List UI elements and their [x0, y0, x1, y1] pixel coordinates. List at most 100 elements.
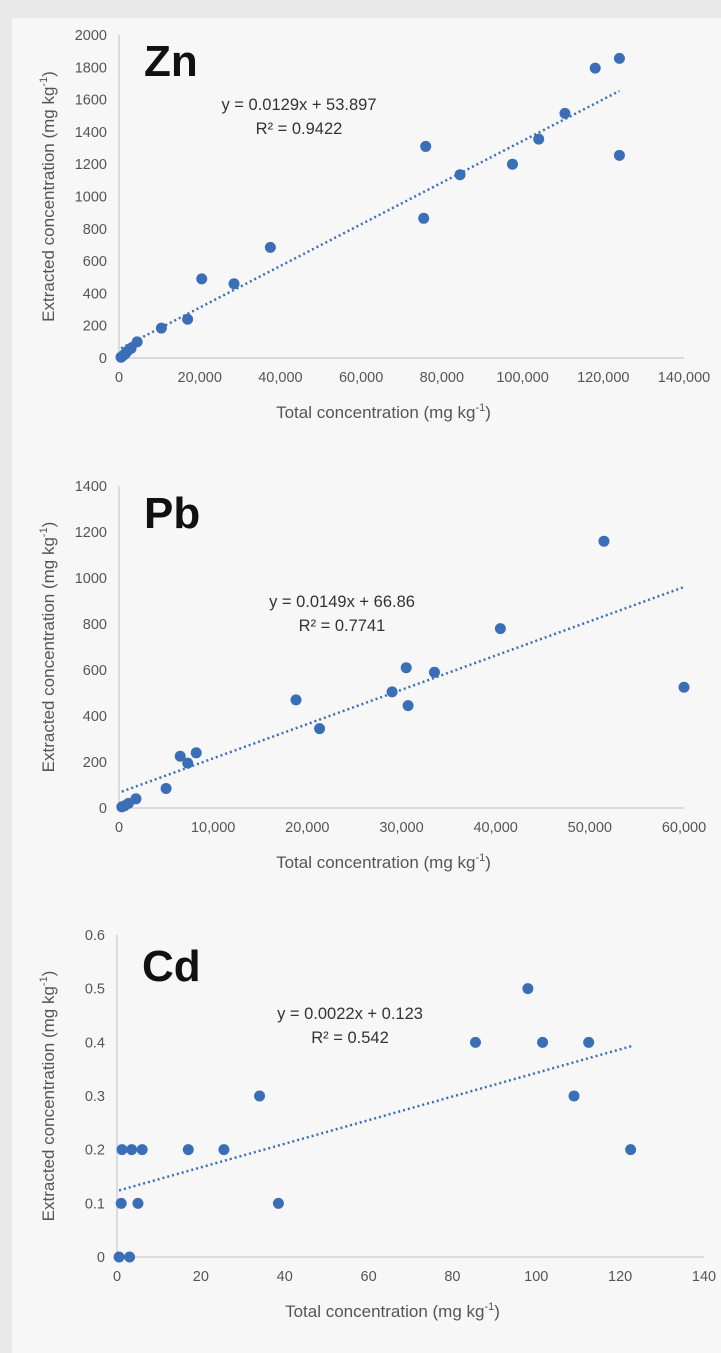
- trend-equation: y = 0.0022x + 0.123: [277, 1005, 423, 1023]
- x-tick-label: 120,000: [577, 370, 629, 386]
- data-point: [533, 133, 545, 145]
- x-tick-label: 10,000: [191, 820, 235, 836]
- data-point: [190, 747, 202, 759]
- y-tick-label: 600: [83, 663, 107, 679]
- data-point: [402, 700, 414, 712]
- data-point: [386, 686, 398, 698]
- y-tick-label: 0: [99, 801, 107, 817]
- x-tick-label: 120: [608, 1269, 632, 1285]
- data-point: [400, 662, 412, 674]
- y-tick-label: 1400: [75, 479, 107, 495]
- x-tick-label: 0: [115, 370, 123, 386]
- data-point: [290, 694, 302, 706]
- x-tick-label: 60,000: [339, 370, 383, 386]
- x-tick-label: 30,000: [379, 820, 423, 836]
- data-point: [124, 1251, 136, 1263]
- y-axis-label: Extracted concentration (mg kg-1): [38, 71, 58, 322]
- data-point: [420, 140, 432, 152]
- y-tick-label: 0.3: [85, 1089, 105, 1105]
- y-tick-label: 1200: [75, 525, 107, 541]
- y-tick-label: 800: [83, 222, 107, 238]
- y-tick-label: 0.4: [85, 1035, 105, 1051]
- x-tick-label: 80,000: [420, 370, 464, 386]
- y-tick-label: 0.1: [85, 1196, 105, 1212]
- data-point: [116, 1144, 128, 1156]
- y-tick-label: 0.5: [85, 982, 105, 998]
- data-point: [583, 1036, 595, 1048]
- data-point: [196, 273, 208, 285]
- data-point: [418, 212, 430, 224]
- y-tick-label: 600: [83, 254, 107, 270]
- data-point: [613, 52, 625, 64]
- x-tick-label: 20,000: [285, 820, 329, 836]
- x-tick-label: 40,000: [258, 370, 302, 386]
- data-point: [537, 1036, 549, 1048]
- y-tick-label: 800: [83, 617, 107, 633]
- data-point: [454, 169, 466, 181]
- data-point: [228, 278, 240, 290]
- data-point: [625, 1144, 637, 1156]
- data-point: [131, 336, 143, 348]
- y-tick-label: 1200: [75, 157, 107, 173]
- trendline: [120, 89, 621, 350]
- x-tick-label: 140,000: [658, 370, 710, 386]
- data-point: [568, 1090, 580, 1102]
- trend-equation: y = 0.0129x + 53.897: [221, 96, 376, 114]
- x-axis-label: Total concentration (mg kg-1): [276, 852, 491, 872]
- data-point: [613, 149, 625, 161]
- x-tick-label: 100,000: [496, 370, 548, 386]
- data-point: [218, 1144, 230, 1156]
- x-tick-label: 20: [193, 1269, 209, 1285]
- y-tick-label: 200: [83, 319, 107, 335]
- y-axis-label: Extracted concentration (mg kg-1): [38, 522, 58, 773]
- y-tick-label: 1600: [75, 93, 107, 109]
- data-point: [522, 983, 534, 995]
- r-squared: R² = 0.9422: [256, 120, 343, 138]
- chart-zn: 0 200 400 600 800 1000 1200 1400 1600 1800 2000 0 20…: [38, 28, 710, 422]
- data-point: [314, 723, 326, 735]
- x-tick-label: 60,000: [662, 820, 706, 836]
- y-tick-label: 2000: [75, 28, 107, 44]
- y-tick-label: 0: [99, 351, 107, 367]
- x-tick-label: 0: [113, 1269, 121, 1285]
- r-squared: R² = 0.542: [311, 1029, 389, 1047]
- data-point: [598, 535, 610, 547]
- chart-title: Cd: [142, 942, 201, 991]
- data-point: [469, 1036, 481, 1048]
- x-tick-label: 40: [277, 1269, 293, 1285]
- y-tick-label: 1000: [75, 571, 107, 587]
- r-squared: R² = 0.7741: [299, 617, 386, 635]
- x-tick-label: 60: [361, 1269, 377, 1285]
- figure-page: 0 200 400 600 800 1000 1200 1400 1600 1800 2000 0 20…: [12, 18, 721, 1353]
- y-tick-label: 1000: [75, 190, 107, 206]
- data-point: [506, 158, 518, 170]
- chart-pb: 0 200 400 600 800 1000 1200 1400 0 10,000 20,000 30…: [38, 479, 706, 872]
- y-tick-label: 400: [83, 709, 107, 725]
- chart-title: Pb: [144, 489, 200, 538]
- data-point: [494, 623, 506, 635]
- data-point: [272, 1197, 284, 1209]
- data-point: [174, 750, 186, 762]
- data-point: [115, 1197, 127, 1209]
- x-tick-label: 50,000: [568, 820, 612, 836]
- x-tick-label: 40,000: [473, 820, 517, 836]
- x-tick-label: 80: [444, 1269, 460, 1285]
- data-point: [136, 1144, 148, 1156]
- data-point: [589, 62, 601, 74]
- data-point: [182, 1144, 194, 1156]
- data-point: [254, 1090, 266, 1102]
- y-tick-label: 200: [83, 755, 107, 771]
- data-point: [132, 1197, 144, 1209]
- y-tick-label: 0.2: [85, 1143, 105, 1159]
- y-tick-label: 1800: [75, 60, 107, 76]
- x-tick-label: 100: [524, 1269, 548, 1285]
- x-axis-label: Total concentration (mg kg-1): [285, 1301, 500, 1321]
- data-point: [264, 241, 276, 253]
- y-tick-label: 400: [83, 286, 107, 302]
- x-tick-label: 0: [115, 820, 123, 836]
- y-tick-label: 0: [97, 1250, 105, 1266]
- data-point: [678, 681, 690, 693]
- x-axis-label: Total concentration (mg kg-1): [276, 402, 491, 422]
- data-point: [130, 793, 142, 805]
